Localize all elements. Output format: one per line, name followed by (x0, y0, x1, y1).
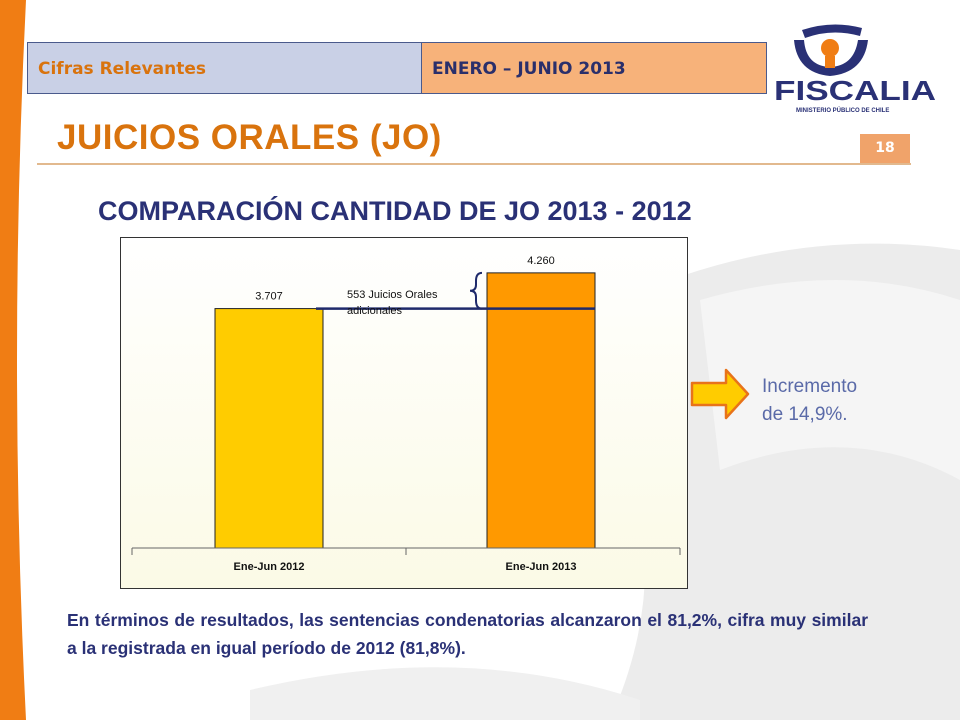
logo-emblem-icon (825, 56, 835, 68)
logo-subtext: MINISTERIO PÚBLICO DE CHILE (796, 107, 889, 114)
logo-emblem-icon (794, 40, 868, 76)
increment-note-line: de 14,9%. (762, 404, 848, 425)
x-tick-label: Ene-Jun 2013 (506, 561, 577, 573)
x-tick-label: Ene-Jun 2012 (234, 561, 305, 573)
bar-chart: 3.707 4.260 553 Juicios Orales adicionales… (120, 237, 688, 589)
title-divider (37, 163, 911, 165)
bar-data-label: 4.260 (527, 255, 555, 267)
increment-note: Incremento de 14,9%. (762, 373, 952, 429)
page-title: JUICIOS ORALES (JO) (57, 118, 442, 157)
annotation-text: 553 Juicios Orales (347, 289, 438, 301)
logo-text: FISCALIA (774, 75, 936, 106)
conclusion-text: En términos de resultados, las sentencia… (67, 610, 868, 658)
logo-emblem-icon (821, 39, 839, 57)
background-watermark-shape (700, 280, 960, 480)
logo-emblem-icon (802, 24, 862, 38)
bar (486, 272, 596, 549)
page-number: 18 (860, 134, 910, 163)
annotation-text: adicionales (347, 305, 403, 317)
bar (214, 308, 324, 549)
header-section-label: Cifras Relevantes (27, 42, 422, 94)
header-period-label: ENERO – JUNIO 2013 (421, 42, 767, 94)
fiscalia-logo: FISCALIA MINISTERIO PÚBLICO DE CHILE (774, 24, 936, 114)
left-orange-band (0, 0, 26, 720)
bar-data-label: 3.707 (255, 291, 283, 303)
background-watermark-shape (250, 667, 640, 720)
difference-brace (469, 271, 483, 310)
right-arrow-icon (690, 368, 750, 420)
increment-note-line: Incremento (762, 376, 858, 397)
chart-subtitle: COMPARACIÓN CANTIDAD DE JO 2013 - 2012 (98, 196, 692, 226)
